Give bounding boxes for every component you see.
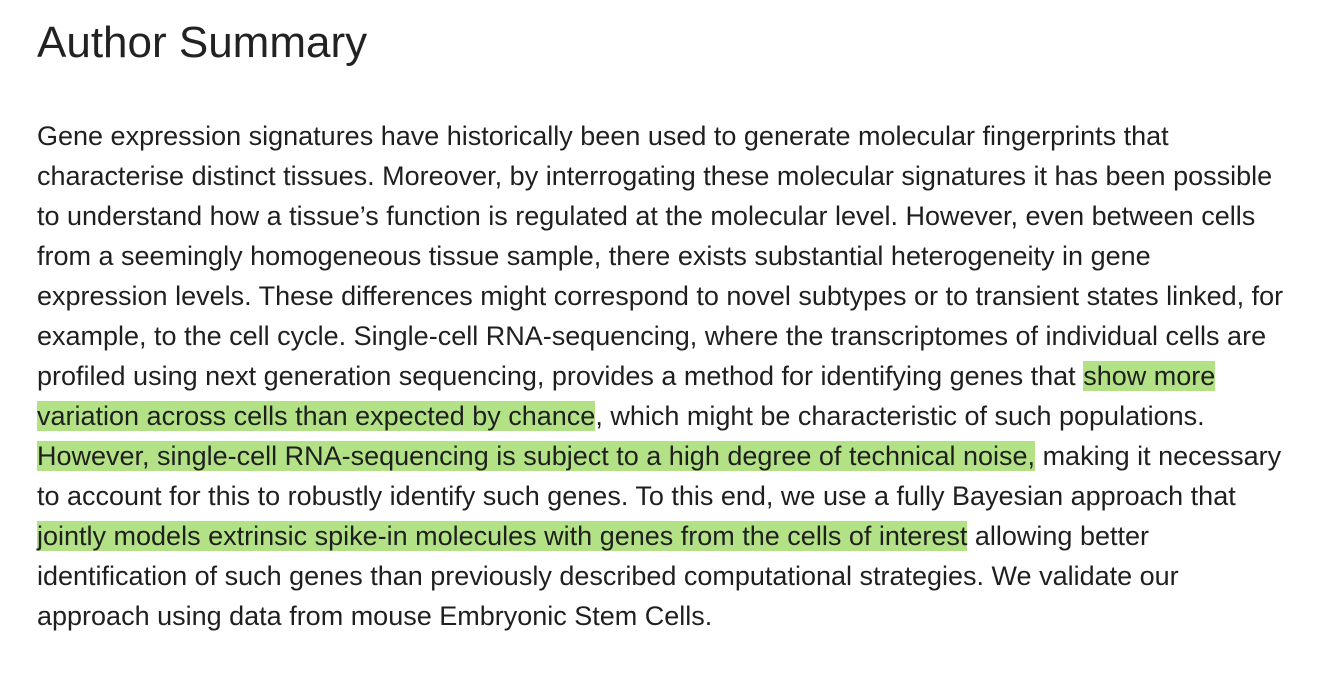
highlighted-text[interactable]: jointly models extrinsic spike-in molecu…: [37, 521, 968, 551]
text-segment: allowing better identification of such g…: [37, 521, 1179, 631]
text-segment: , which might be characteristic of such …: [595, 401, 1205, 431]
section-title: Author Summary: [37, 18, 368, 67]
text-segment: making it necessary to account for this …: [37, 441, 1282, 511]
text-segment: Gene expression signatures have historic…: [37, 121, 1284, 391]
summary-paragraph: Gene expression signatures have historic…: [37, 116, 1287, 636]
highlighted-text[interactable]: However, single-cell RNA-sequencing is s…: [37, 441, 1036, 471]
